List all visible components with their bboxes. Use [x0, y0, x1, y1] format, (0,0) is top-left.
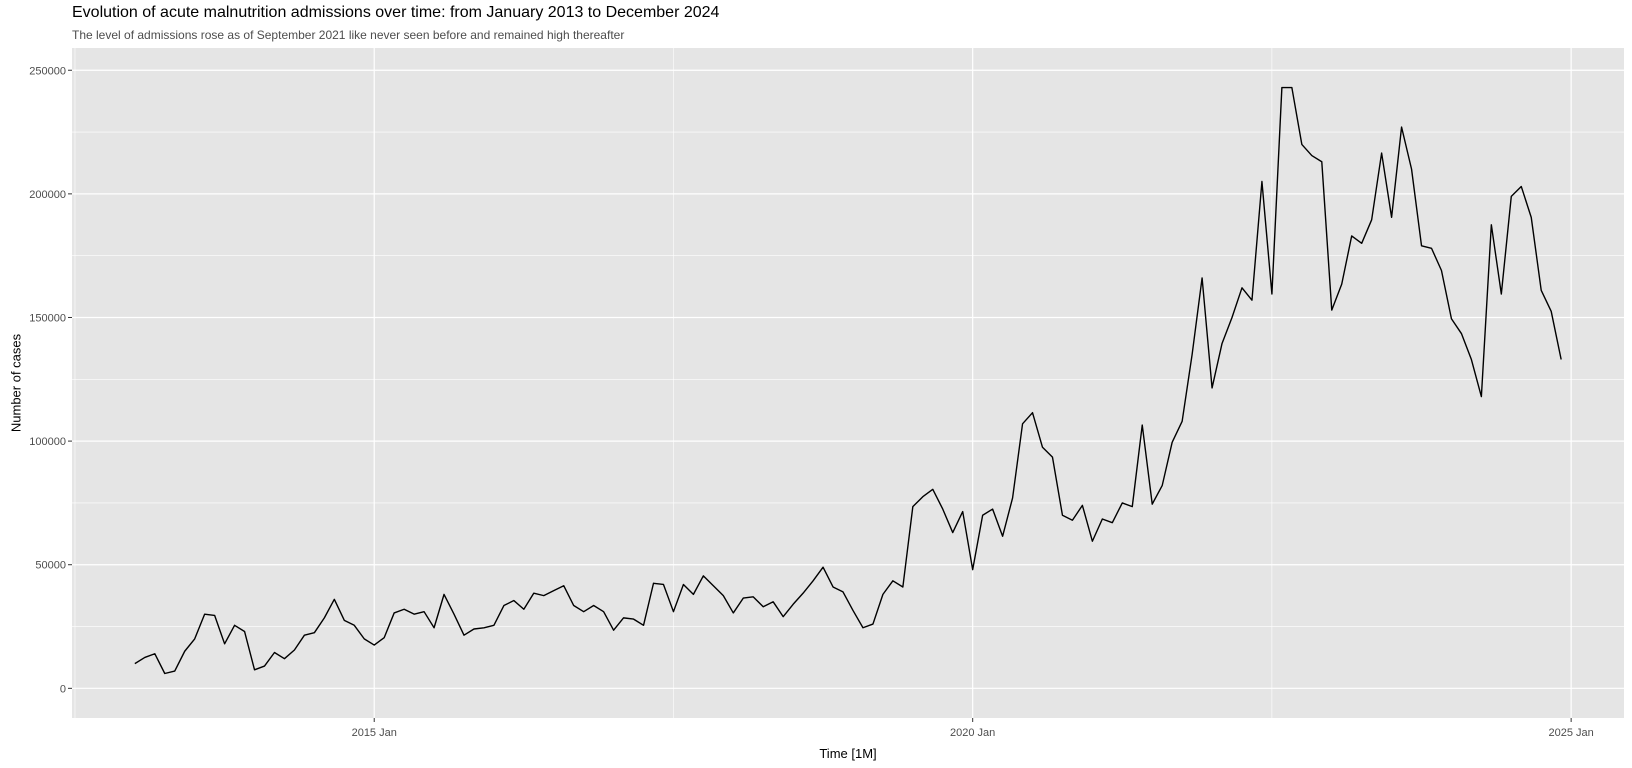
series-line: [134, 86, 1562, 675]
x-axis-title: Time [1M]: [819, 746, 876, 761]
y-tick-label: 50000: [35, 560, 66, 572]
x-tick-label: 2025 Jan: [1549, 727, 1594, 739]
axis-ticks: [68, 69, 1572, 722]
minor-gridlines: [72, 48, 1624, 718]
y-tick-label: 150000: [29, 312, 66, 324]
plot-panel: [72, 48, 1624, 718]
y-tick-label: 100000: [29, 436, 66, 448]
chart-title: Evolution of acute malnutrition admissio…: [72, 4, 720, 21]
y-tick-label: 200000: [29, 189, 66, 201]
y-tick-label: 250000: [29, 65, 66, 77]
x-tick-label: 2020 Jan: [950, 727, 995, 739]
chart-subtitle: The level of admissions rose as of Septe…: [72, 28, 625, 42]
y-tick-label: 0: [60, 683, 66, 695]
x-tick-label: 2015 Jan: [352, 727, 397, 739]
x-axis-tick-labels: 2015 Jan 2020 Jan 2025 Jan: [352, 727, 1594, 739]
major-gridlines: [72, 48, 1624, 718]
y-axis-title: Number of cases: [9, 333, 24, 432]
y-axis-tick-labels: 0 50000 100000 150000 200000 250000: [29, 65, 66, 695]
